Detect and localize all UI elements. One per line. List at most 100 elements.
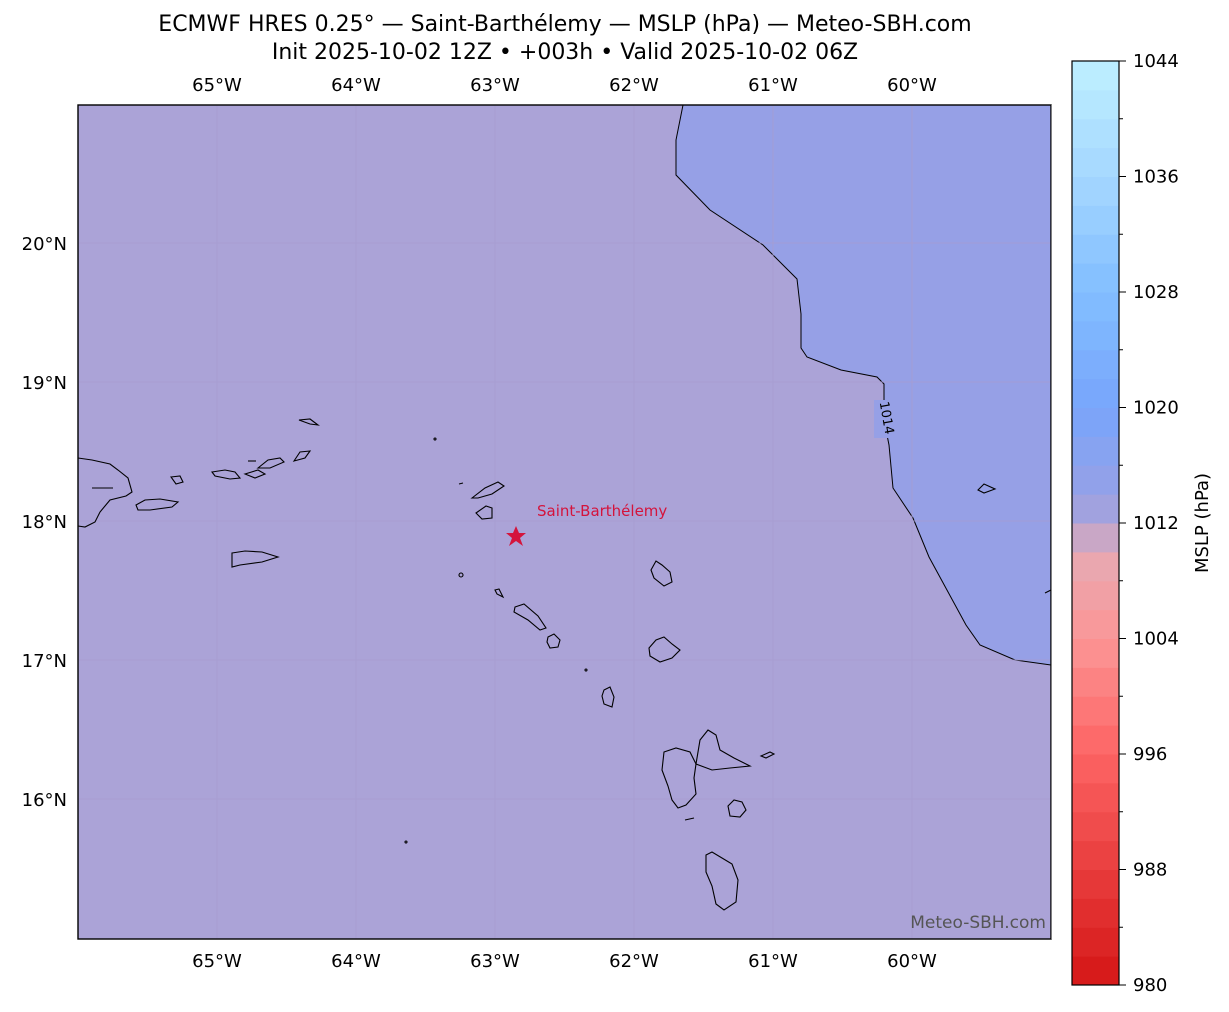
colorbar-level-980: [1072, 956, 1119, 986]
colorbar-level-994: [1072, 754, 1119, 784]
colorbar-level-992: [1072, 782, 1119, 813]
montserrat-coast: [601, 686, 615, 708]
contour-label: 1014: [876, 400, 897, 435]
saint-barthelemy-marker: Saint-Barthélemy: [506, 502, 667, 546]
lon-tick-bottom-65w: 65°W: [192, 951, 242, 972]
colorbar-level-1000: [1072, 667, 1119, 697]
colorbar-level-988: [1072, 840, 1119, 870]
lon-tick-top-62w: 62°W: [609, 75, 659, 96]
colorbar-level-1026: [1072, 292, 1119, 322]
colorbar-gap: [1051, 105, 1073, 939]
colorbar-level-1042: [1072, 61, 1119, 91]
redonda-coast: [584, 668, 588, 672]
colorbar-level-990: [1072, 811, 1119, 842]
colorbar-ticks: 980 988 996 1004 1012 1020 1028 1036 1044: [1119, 51, 1179, 996]
pressure-field-1014: [675, 105, 1051, 666]
lon-tick-bottom-64w: 64°W: [331, 951, 381, 972]
vieques-coast: [135, 498, 180, 511]
east-edge-coast: [1044, 589, 1051, 594]
puerto-rico-coast: [78, 457, 133, 528]
basse-terre-coast: [661, 747, 697, 809]
aves-coast: [404, 840, 408, 844]
colorbar-levels: [1072, 61, 1119, 986]
graticule: [78, 105, 1051, 939]
colorbar-title: MSLP (hPa): [1192, 473, 1213, 573]
colorbar-level-1022: [1072, 349, 1119, 380]
colorbar-tick-label-1044: 1044: [1133, 51, 1179, 72]
lat-tick-19n: 19°N: [22, 373, 67, 394]
map-frame: [77, 104, 1052, 940]
colorbar-level-996: [1072, 725, 1119, 755]
lon-tick-bottom-61w: 61°W: [748, 951, 798, 972]
star-icon: [506, 526, 526, 546]
antigua-coast: [648, 636, 681, 663]
colorbar-level-1012: [1072, 494, 1119, 524]
barbuda-coast: [650, 560, 673, 587]
colorbar-level-1032: [1072, 205, 1119, 235]
colorbar-level-1040: [1072, 89, 1119, 120]
colorbar-level-982: [1072, 927, 1119, 957]
tortola-coast: [256, 457, 285, 469]
colorbar-level-1004: [1072, 609, 1119, 639]
colorbar-level-1024: [1072, 320, 1119, 351]
colorbar-level-1010: [1072, 523, 1119, 553]
colorbar-level-1020: [1072, 378, 1119, 408]
st-croix-coast: [231, 550, 280, 568]
lon-tick-top-63w: 63°W: [470, 75, 520, 96]
colorbar-level-1018: [1072, 407, 1119, 437]
lat-tick-18n: 18°N: [22, 512, 67, 533]
lon-ticks-top: 65°W 64°W 63°W 62°W 61°W 60°W: [192, 75, 937, 96]
lat-tick-20n: 20°N: [22, 234, 67, 255]
colorbar-tick-label-1028: 1028: [1133, 282, 1179, 303]
chart-subtitle: Init 2025-10-02 12Z • +003h • Valid 2025…: [271, 40, 859, 65]
dog-island-coast: [458, 482, 464, 485]
les-saintes-coast: [684, 817, 695, 821]
colorbar-level-1028: [1072, 263, 1119, 293]
grande-terre-coast: [695, 729, 752, 771]
saint-martin-coast: [475, 505, 493, 520]
colorbar-level-1030: [1072, 234, 1119, 264]
watermark: Meteo-SBH.com: [910, 913, 1046, 933]
colorbar-level-1016: [1072, 436, 1119, 466]
marker-label: Saint-Barthélemy: [537, 502, 667, 520]
lon-tick-top-60w: 60°W: [887, 75, 937, 96]
lon-tick-bottom-63w: 63°W: [470, 951, 520, 972]
colorbar-level-986: [1072, 869, 1119, 899]
anegada-coast: [298, 418, 320, 426]
colorbar-level-1034: [1072, 176, 1119, 206]
marie-galante-coast: [727, 799, 747, 818]
colorbar-level-1002: [1072, 638, 1119, 668]
colorbar-level-1008: [1072, 551, 1119, 582]
saba-coast: [458, 572, 464, 578]
coastlines: [78, 418, 1051, 911]
colorbar-level-998: [1072, 696, 1119, 726]
colorbar-tick-label-1004: 1004: [1133, 629, 1179, 650]
lat-tick-16n: 16°N: [22, 790, 67, 811]
lat-ticks-left: 20°N 19°N 18°N 17°N 16°N: [22, 234, 67, 811]
lat-tick-17n: 17°N: [22, 651, 67, 672]
colorbar-tick-label-988: 988: [1133, 860, 1167, 881]
colorbar-tick-label-980: 980: [1133, 975, 1167, 996]
lon-tick-top-61w: 61°W: [748, 75, 798, 96]
sint-eustatius-coast: [494, 588, 505, 599]
lon-ticks-bottom: 65°W 64°W 63°W 62°W 61°W 60°W: [192, 951, 937, 972]
st-thomas-coast: [211, 469, 242, 480]
colorbar-level-1006: [1072, 580, 1119, 611]
colorbar-tick-label-1012: 1012: [1133, 513, 1179, 534]
barbuda-east-islet-coast: [977, 483, 997, 494]
nevis-coast: [546, 633, 561, 649]
lon-tick-bottom-60w: 60°W: [887, 951, 937, 972]
anguilla-coast: [470, 481, 505, 499]
colorbar-level-1036: [1072, 147, 1119, 177]
lon-tick-bottom-62w: 62°W: [609, 951, 659, 972]
st-john-coast: [243, 469, 267, 479]
colorbar-level-1014: [1072, 465, 1119, 495]
lon-tick-top-65w: 65°W: [192, 75, 242, 96]
map-area: 1014: [78, 105, 1051, 939]
colorbar-tick-label-996: 996: [1133, 744, 1167, 765]
lon-tick-top-64w: 64°W: [331, 75, 381, 96]
contour-label-background: [874, 400, 894, 438]
la-desirade-coast: [759, 751, 776, 759]
dominica-coast: [705, 851, 739, 911]
